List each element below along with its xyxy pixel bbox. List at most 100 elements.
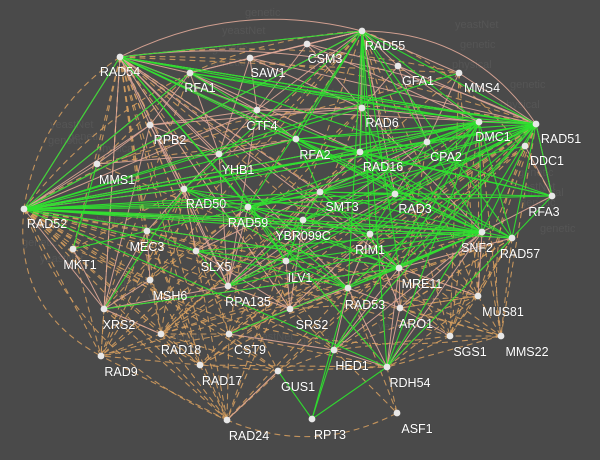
graph-node[interactable] <box>157 330 165 338</box>
edge-yeastnet <box>359 151 396 195</box>
graph-node[interactable] <box>93 160 101 168</box>
graph-node[interactable] <box>423 138 431 146</box>
watermark-text: genetic <box>518 167 554 179</box>
graph-node[interactable] <box>366 230 374 238</box>
edge-yeastnet <box>146 230 197 252</box>
graph-node[interactable] <box>116 53 124 61</box>
node-layer[interactable] <box>20 27 556 424</box>
graph-node[interactable] <box>356 148 364 156</box>
graph-node[interactable] <box>330 346 338 354</box>
graph-node[interactable] <box>548 192 556 200</box>
graph-node[interactable] <box>478 228 486 236</box>
edge-curved-genetic <box>23 30 363 210</box>
graph-node[interactable] <box>395 264 403 272</box>
graph-node[interactable] <box>223 416 231 424</box>
edge-yeastnet <box>319 191 371 235</box>
graph-node[interactable] <box>358 27 366 35</box>
graph-node[interactable] <box>292 135 300 143</box>
graph-node[interactable] <box>97 352 105 360</box>
graph-node[interactable] <box>393 409 401 417</box>
graph-node[interactable] <box>391 190 399 198</box>
edge-physical <box>96 124 151 165</box>
edge-yeastnet <box>359 151 553 197</box>
graph-node[interactable] <box>146 121 154 129</box>
graph-node[interactable] <box>446 332 454 340</box>
edge-genetic <box>449 231 483 337</box>
graph-node[interactable] <box>186 69 194 77</box>
edge-yeastnet <box>359 107 363 153</box>
edge-genetic <box>226 107 363 421</box>
edge-genetic <box>23 208 162 335</box>
edge-genetic <box>228 237 513 335</box>
edge-genetic <box>23 208 451 337</box>
edge-genetic <box>500 237 513 337</box>
edge-genetic <box>228 123 537 335</box>
graph-node[interactable] <box>286 305 294 313</box>
graph-node[interactable] <box>396 304 404 312</box>
graph-node[interactable] <box>383 363 391 371</box>
graph-node[interactable] <box>274 367 282 375</box>
graph-node[interactable] <box>455 69 463 77</box>
edge-physical <box>398 237 513 269</box>
edge-yeastnet <box>311 366 388 420</box>
graph-node[interactable] <box>474 292 482 300</box>
graph-node[interactable] <box>20 205 28 213</box>
edge-genetic <box>72 188 185 250</box>
edge-physical <box>72 248 105 310</box>
graph-node[interactable] <box>282 257 290 265</box>
edge-genetic <box>361 30 451 337</box>
edge-genetic <box>149 279 201 366</box>
graph-node[interactable] <box>521 142 529 150</box>
edge-physical <box>289 219 304 310</box>
graph-node[interactable] <box>394 62 402 70</box>
edge-yeastnet <box>218 153 287 262</box>
graph-node[interactable] <box>192 247 200 255</box>
edge-physical <box>306 43 399 67</box>
graph-node[interactable] <box>344 284 352 292</box>
edge-physical <box>103 308 162 335</box>
edge-genetic <box>146 230 228 421</box>
graph-node[interactable] <box>180 185 188 193</box>
graph-node[interactable] <box>215 150 223 158</box>
edge-yeastnet <box>189 72 480 123</box>
edge-yeastnet <box>119 30 363 58</box>
graph-node[interactable] <box>475 118 483 126</box>
edge-physical <box>319 151 361 193</box>
graph-node[interactable] <box>532 120 540 128</box>
edge-physical <box>227 191 321 287</box>
edge-yeastnet <box>302 123 537 221</box>
edge-yeastnet <box>302 193 396 221</box>
graph-node[interactable] <box>316 188 324 196</box>
edge-yeastnet <box>319 121 480 193</box>
graph-node[interactable] <box>246 54 254 62</box>
edge-yeastnet <box>511 195 553 239</box>
edge-yeastnet <box>183 188 249 208</box>
edge-genetic <box>458 72 479 297</box>
graph-node[interactable] <box>253 106 261 114</box>
graph-node[interactable] <box>224 282 232 290</box>
edge-genetic <box>72 56 121 250</box>
edge-genetic <box>399 237 513 309</box>
graph-node[interactable] <box>100 305 108 313</box>
edge-yeastnet <box>183 188 400 269</box>
graph-node[interactable] <box>69 245 77 253</box>
graph-node[interactable] <box>146 276 154 284</box>
graph-node[interactable] <box>225 330 233 338</box>
edge-yeastnet <box>295 138 483 233</box>
graph-node[interactable] <box>196 361 204 369</box>
edge-yeastnet <box>146 145 526 232</box>
edge-yeastnet <box>183 123 537 190</box>
graph-node[interactable] <box>299 216 307 224</box>
graph-node[interactable] <box>358 104 366 112</box>
graph-node[interactable] <box>497 332 505 340</box>
graph-node[interactable] <box>303 40 311 48</box>
graph-node[interactable] <box>244 203 252 211</box>
edge-physical <box>399 307 451 337</box>
edge-yeastnet <box>189 72 537 125</box>
edge-curved-genetic <box>23 208 228 421</box>
graph-node[interactable] <box>508 234 516 242</box>
edge-genetic <box>160 333 201 366</box>
graph-node[interactable] <box>308 415 316 423</box>
graph-node[interactable] <box>143 227 151 235</box>
